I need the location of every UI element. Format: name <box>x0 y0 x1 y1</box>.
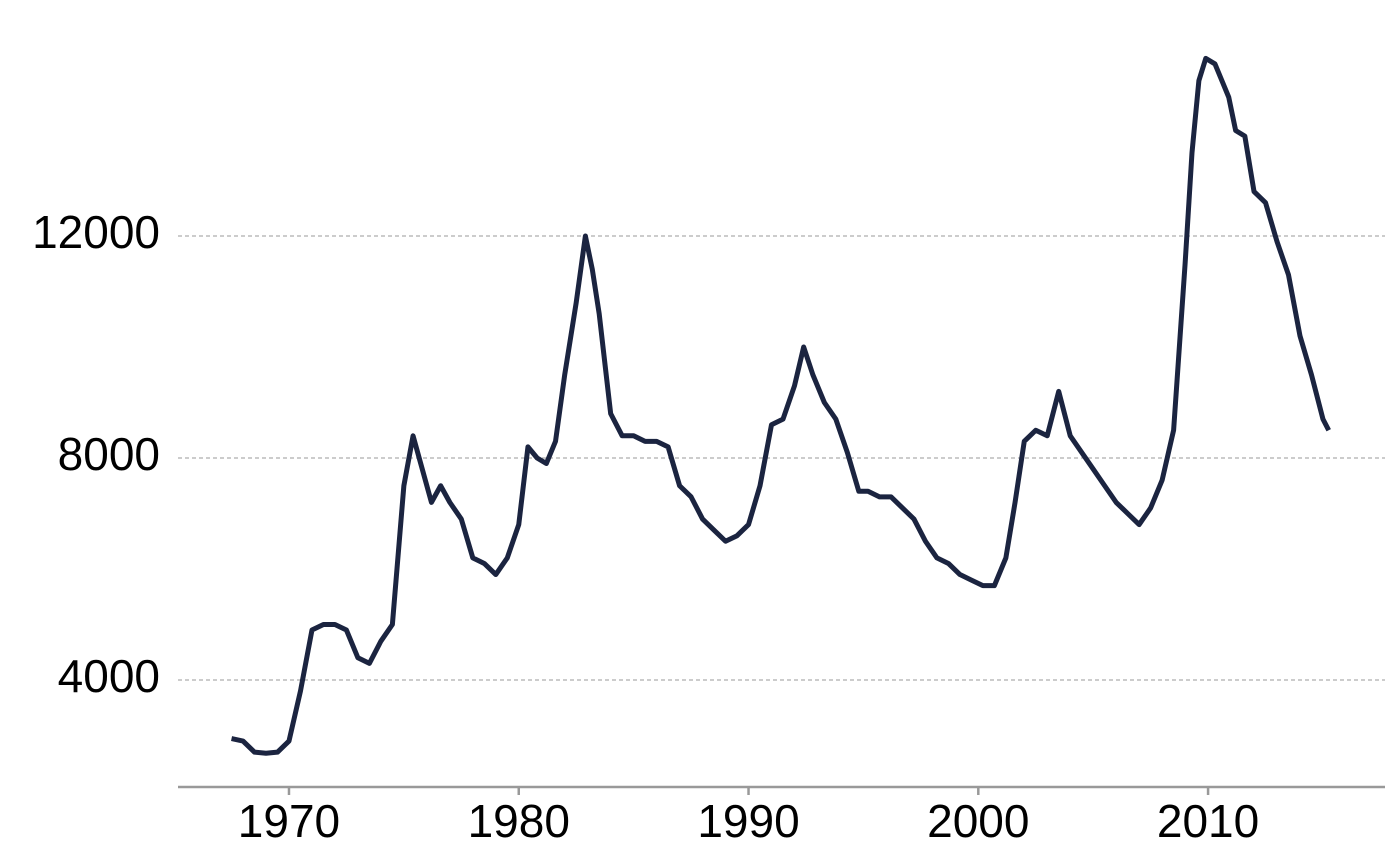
y-tick-label: 12000 <box>32 206 160 258</box>
x-tick-label: 1990 <box>697 795 799 847</box>
x-tick-label: 2000 <box>927 795 1029 847</box>
y-tick-label: 8000 <box>58 428 160 480</box>
x-tick-label: 1970 <box>238 795 340 847</box>
x-tick-label: 1980 <box>468 795 570 847</box>
y-tick-label: 4000 <box>58 650 160 702</box>
x-tick-label: 2010 <box>1157 795 1259 847</box>
data-line <box>231 55 1331 756</box>
